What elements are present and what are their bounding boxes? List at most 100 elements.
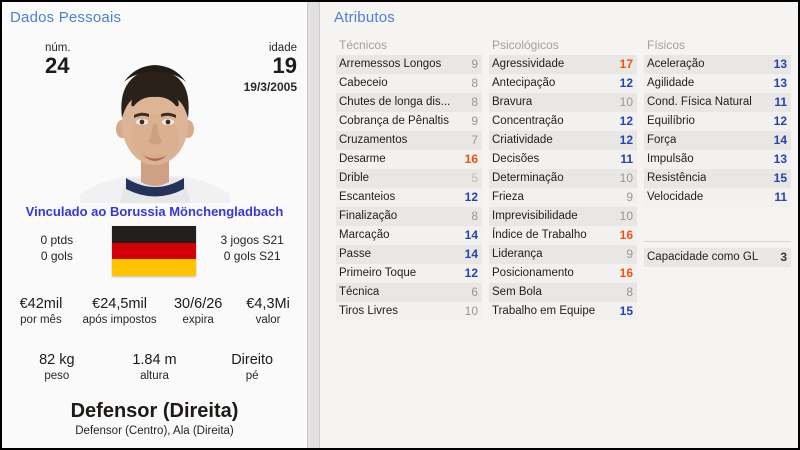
attribute-row: Determinação 10 <box>489 169 637 188</box>
weight-label: peso <box>44 370 70 382</box>
foot-value: Direito <box>231 352 274 368</box>
attribute-row: Cond. Física Natural 11 <box>644 93 791 112</box>
mental-attributes-column: Psicológicos Agressividade 17 Antecipação 12… <box>489 36 637 321</box>
attribute-row: Agressividade 17 <box>489 55 637 74</box>
player-portrait-image <box>80 65 230 203</box>
attribute-label: Equilíbrio <box>647 115 695 127</box>
market-value-cell: €4,3Mi valor <box>233 296 303 327</box>
attribute-row: Aceleração 13 <box>644 55 791 74</box>
gk-ability-row: Capacidade como GL 3 <box>644 248 791 267</box>
attribute-row: Velocidade 11 <box>644 188 791 207</box>
attribute-value: 8 <box>471 76 478 90</box>
birthdate: 19/3/2005 <box>243 80 297 94</box>
attribute-label: Bravura <box>492 96 533 108</box>
attribute-label: Resistência <box>647 172 707 184</box>
attribute-value: 10 <box>619 95 633 109</box>
attribute-row: Passe 14 <box>336 245 482 264</box>
shirt-number-value: 24 <box>45 53 70 78</box>
attribute-value: 10 <box>619 171 633 185</box>
attribute-label: Cruzamentos <box>339 134 408 146</box>
attribute-label: Decisões <box>492 153 540 165</box>
attribute-label: Passe <box>339 248 371 260</box>
attribute-label: Escanteios <box>339 191 396 203</box>
flag-stripe-gold <box>112 259 197 277</box>
attribute-row: Resistência 15 <box>644 169 791 188</box>
germany-flag-icon <box>112 226 197 277</box>
attribute-row: Decisões 11 <box>489 150 637 169</box>
attribute-row: Frieza 9 <box>489 188 637 207</box>
attribute-label: Antecipação <box>492 77 556 89</box>
position-secondary: Defensor (Centro), Ala (Direita) <box>75 425 234 437</box>
attribute-value: 14 <box>464 247 478 261</box>
attributes-title[interactable]: Atributos <box>334 9 395 26</box>
attribute-label: Cond. Física Natural <box>647 96 752 108</box>
attribute-row: Índice de Trabalho 16 <box>489 226 637 245</box>
market-value: €4,3Mi <box>246 296 290 312</box>
attribute-label: Impulsão <box>647 153 694 165</box>
attribute-value: 14 <box>773 133 787 147</box>
attribute-row: Equilíbrio 12 <box>644 112 791 131</box>
attribute-row: Cruzamentos 7 <box>336 131 482 150</box>
attr-column-header: Psicológicos <box>492 38 559 52</box>
attribute-value: 9 <box>471 114 478 128</box>
attribute-label: Marcação <box>339 229 390 241</box>
stats-left: 0 ptds 0 gols <box>8 226 106 264</box>
foot-cell: Direito pé <box>203 352 301 383</box>
attribute-label: Desarme <box>339 153 386 165</box>
attribute-row: Criatividade 12 <box>489 131 637 150</box>
attribute-value: 14 <box>464 228 478 242</box>
personal-data-title[interactable]: Dados Pessoais <box>10 9 122 26</box>
contract-expiry-label: expira <box>182 314 214 326</box>
contract-expiry-value: 30/6/26 <box>173 296 223 312</box>
attribute-value: 13 <box>773 76 787 90</box>
attribute-value: 12 <box>619 76 633 90</box>
attribute-label: Imprevisibilidade <box>492 210 578 222</box>
attribute-row: Sem Bola 8 <box>489 283 637 302</box>
attribute-label: Sem Bola <box>492 286 542 298</box>
attribute-row: Imprevisibilidade 10 <box>489 207 637 226</box>
attribute-value: 12 <box>464 190 478 204</box>
attribute-label: Primeiro Toque <box>339 267 417 279</box>
attribute-label: Velocidade <box>647 191 704 203</box>
attribute-value: 12 <box>773 114 787 128</box>
attribute-label: Trabalho em Equipe <box>492 305 596 317</box>
attribute-value: 12 <box>619 114 633 128</box>
attribute-row: Primeiro Toque 12 <box>336 264 482 283</box>
attribute-label: Drible <box>339 172 370 184</box>
attribute-label: Concentração <box>492 115 564 127</box>
attributes-panel: Atributos Técnicos Arremessos Longos 9 Cabe… <box>320 2 798 448</box>
net-wage-value: €24,5mil <box>92 296 147 312</box>
physical-attributes-column: Físicos Aceleração 13 Agilidade 13 Cond. Físi… <box>644 36 791 207</box>
shirt-number-label: núm. <box>45 42 71 54</box>
height-cell: 1.84 m altura <box>106 352 204 383</box>
season-stats-row: 0 ptds 0 gols 3 jogos S21 0 gols S21 <box>8 226 301 277</box>
weight-value: 82 kg <box>39 352 75 368</box>
attribute-value: 16 <box>619 228 633 242</box>
age-value: 19 <box>272 53 297 78</box>
attribute-label: Arremessos Longos <box>339 58 442 70</box>
attribute-label: Agressividade <box>492 58 565 70</box>
points-stat: 0 ptds <box>40 233 74 247</box>
age-block: idade 19 19/3/2005 <box>244 42 297 94</box>
attribute-label: Chutes de longa dis... <box>339 96 451 108</box>
attribute-label: Determinação <box>492 172 564 184</box>
attr-column-header: Físicos <box>647 38 686 52</box>
attribute-row: Arremessos Longos 9 <box>336 55 482 74</box>
attribute-row: Tiros Livres 10 <box>336 302 482 321</box>
attribute-label: Criatividade <box>492 134 553 146</box>
attribute-row: Drible 5 <box>336 169 482 188</box>
net-wage-label: após impostos <box>82 314 157 326</box>
attribute-value: 6 <box>471 285 478 299</box>
attribute-value: 15 <box>773 171 787 185</box>
attribute-value: 11 <box>620 152 633 166</box>
attribute-label: Cobrança de Pênaltis <box>339 115 449 127</box>
height-value: 1.84 m <box>132 352 177 368</box>
attribute-row: Marcação 14 <box>336 226 482 245</box>
attribute-label: Técnica <box>339 286 380 298</box>
attribute-value: 11 <box>774 190 787 204</box>
stats-right: 3 jogos S21 0 gols S21 <box>203 226 301 264</box>
attribute-label: Cabeceio <box>339 77 388 89</box>
loan-club-link[interactable]: Vinculado ao Borussia Mönchengladbach <box>25 204 284 219</box>
attribute-value: 15 <box>619 304 633 318</box>
contract-row: €42mil por mês €24,5mil após impostos 30… <box>6 296 303 327</box>
